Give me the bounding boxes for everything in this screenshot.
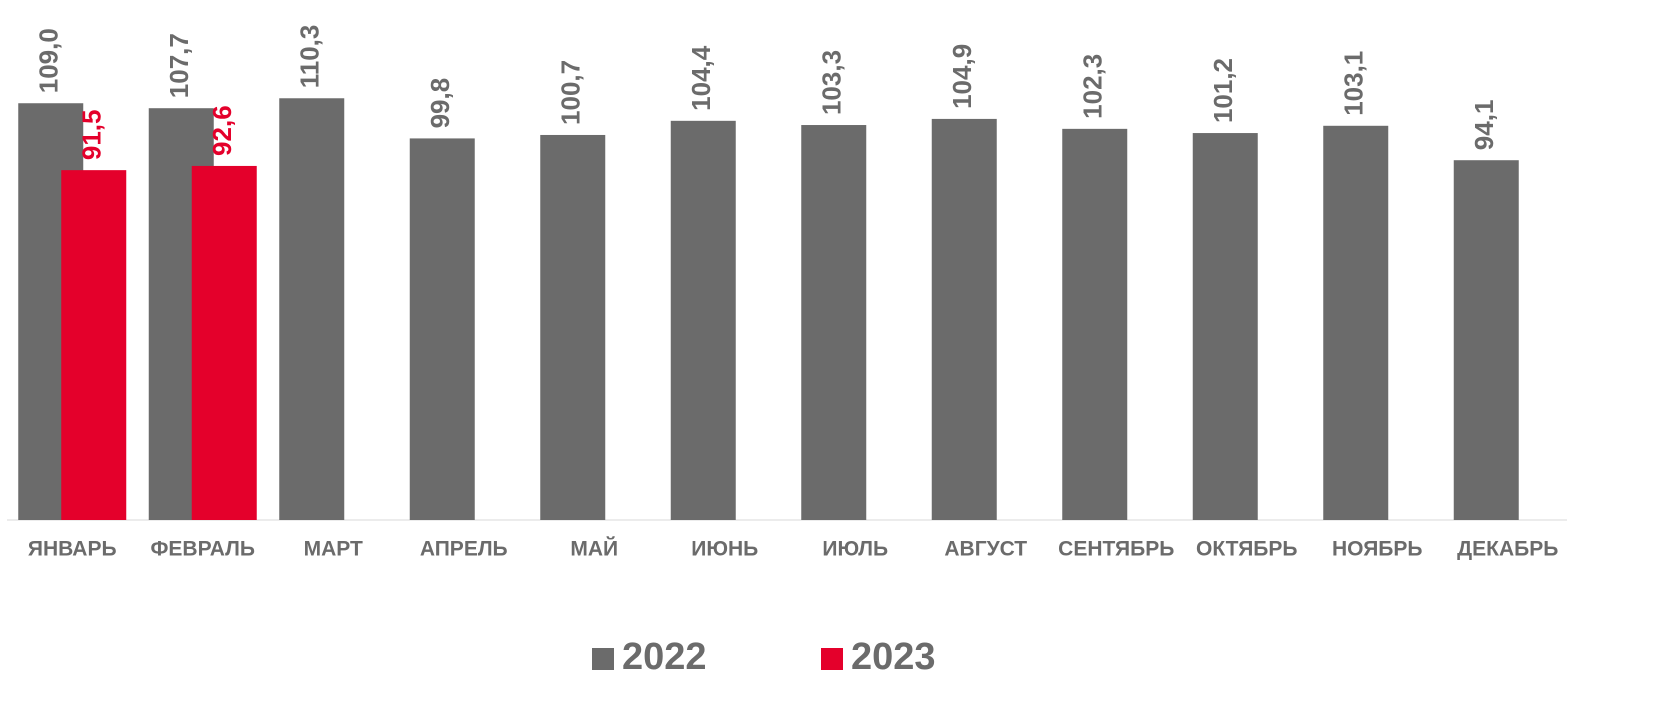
legend-label: 2022	[622, 636, 707, 678]
value-label: 91,5	[77, 110, 107, 161]
x-tick-label: АВГУСТ	[944, 538, 1027, 561]
value-label: 103,1	[1339, 51, 1369, 116]
value-label: 92,6	[207, 105, 237, 156]
value-label: 101,2	[1208, 58, 1238, 123]
x-tick-label: ДЕКАБРЬ	[1457, 538, 1558, 561]
x-tick-label: АПРЕЛЬ	[420, 538, 508, 561]
x-tick-label: МАРТ	[304, 538, 363, 561]
value-label: 110,3	[295, 25, 325, 89]
x-tick-label: ИЮНЬ	[691, 538, 758, 561]
bar	[801, 125, 867, 520]
bar	[1192, 133, 1258, 520]
bar	[931, 118, 997, 520]
bar	[1062, 128, 1128, 520]
x-tick-label: МАЙ	[570, 537, 618, 561]
x-tick-label: ИЮЛЬ	[822, 538, 888, 561]
value-label: 99,8	[425, 78, 455, 129]
legend-label: 2023	[851, 636, 936, 678]
value-label: 94,1	[1469, 100, 1499, 151]
value-label: 104,4	[686, 45, 716, 111]
x-tick-label: ФЕВРАЛЬ	[150, 538, 255, 561]
bar	[670, 120, 736, 520]
value-label: 104,9	[947, 44, 977, 109]
x-tick-label: НОЯБРЬ	[1332, 538, 1423, 561]
legend-swatch	[821, 648, 843, 670]
legend-swatch	[592, 648, 614, 670]
bar	[279, 98, 345, 520]
x-tick-label: ЯНВАРЬ	[28, 538, 117, 561]
value-label: 107,7	[164, 33, 194, 98]
bar	[1453, 160, 1519, 521]
bar	[1323, 125, 1389, 520]
value-label: 102,3	[1078, 54, 1108, 119]
bar	[191, 165, 257, 521]
value-label: 109,0	[34, 28, 64, 93]
x-tick-label: ОКТЯБРЬ	[1196, 538, 1298, 561]
x-tick-label: СЕНТЯБРЬ	[1058, 538, 1174, 561]
bar	[409, 138, 475, 521]
bar	[540, 134, 606, 520]
bar	[61, 170, 127, 520]
value-label: 100,7	[556, 60, 586, 125]
value-label: 103,3	[817, 50, 847, 115]
